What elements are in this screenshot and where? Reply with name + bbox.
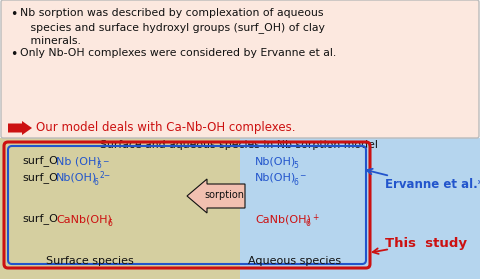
Text: sorption: sorption bbox=[204, 190, 244, 200]
Text: 6: 6 bbox=[306, 219, 311, 228]
Text: surf_O: surf_O bbox=[22, 172, 58, 183]
Text: −: − bbox=[299, 171, 305, 180]
Bar bbox=[0, 138, 240, 279]
Text: 6: 6 bbox=[107, 219, 112, 228]
Text: Surface species: Surface species bbox=[46, 256, 134, 266]
Text: Surface and aqueous species in Nb sorption model: Surface and aqueous species in Nb sorpti… bbox=[100, 140, 378, 150]
Text: •: • bbox=[10, 8, 17, 21]
Text: 6: 6 bbox=[93, 178, 98, 187]
Text: Aqueous species: Aqueous species bbox=[249, 256, 342, 266]
Text: −: − bbox=[102, 157, 108, 166]
Text: 6: 6 bbox=[293, 178, 298, 187]
Text: 5: 5 bbox=[293, 161, 298, 170]
Text: Ervanne et al.*: Ervanne et al.* bbox=[385, 177, 480, 191]
Text: CaNb(OH): CaNb(OH) bbox=[255, 214, 311, 224]
Text: This  study: This study bbox=[385, 237, 467, 251]
Text: Nb (OH): Nb (OH) bbox=[56, 156, 101, 166]
Bar bbox=[240, 138, 480, 279]
Text: surf_O: surf_O bbox=[22, 213, 58, 224]
Text: CaNb(OH): CaNb(OH) bbox=[56, 214, 112, 224]
FancyBboxPatch shape bbox=[1, 0, 479, 138]
Text: •: • bbox=[10, 48, 17, 61]
Text: 5: 5 bbox=[96, 161, 101, 170]
Text: +: + bbox=[312, 213, 318, 222]
Text: Nb(OH): Nb(OH) bbox=[255, 156, 296, 166]
Text: Nb(OH): Nb(OH) bbox=[255, 173, 296, 183]
FancyArrow shape bbox=[8, 121, 32, 135]
Text: Nb sorption was described by complexation of aqueous
   species and surface hydr: Nb sorption was described by complexatio… bbox=[20, 8, 325, 46]
Text: 2−: 2− bbox=[99, 171, 110, 180]
Text: Our model deals with Ca-Nb-OH complexes.: Our model deals with Ca-Nb-OH complexes. bbox=[36, 121, 296, 134]
Text: Only Nb-OH complexes were considered by Ervanne et al.: Only Nb-OH complexes were considered by … bbox=[20, 48, 336, 58]
FancyArrow shape bbox=[187, 179, 245, 213]
Text: surf_O: surf_O bbox=[22, 155, 58, 166]
Text: Nb(OH): Nb(OH) bbox=[56, 173, 97, 183]
